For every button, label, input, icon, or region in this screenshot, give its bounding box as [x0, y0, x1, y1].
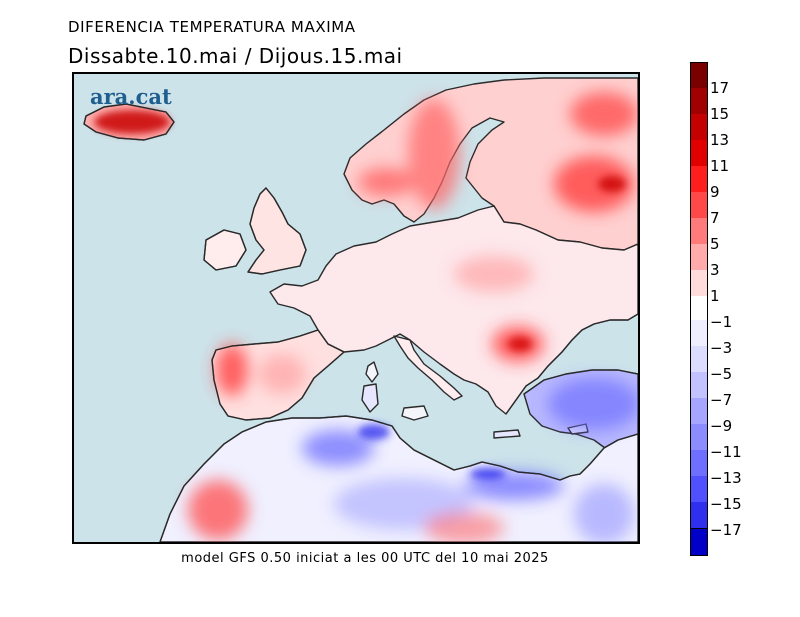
legend-label: 7	[710, 209, 720, 227]
anomaly-romania-hot	[508, 337, 532, 351]
legend-swatch-neg9	[690, 424, 708, 450]
temperature-anomaly-map	[72, 72, 640, 544]
legend-swatch-neg13	[690, 476, 708, 502]
anomaly-finland-warm	[570, 92, 638, 136]
anomaly-turkey-cold	[548, 378, 638, 430]
crete-landmass	[493, 429, 521, 439]
legend-swatch-neg11	[690, 450, 708, 476]
anomaly-iberia-west-warm	[216, 344, 248, 396]
legend-label: 11	[710, 157, 730, 175]
legend-label: −15	[710, 495, 742, 513]
legend-label: −13	[710, 469, 742, 487]
legend-swatch-17	[690, 62, 708, 90]
legend-swatch-5	[690, 218, 708, 244]
legend-label: −9	[710, 417, 733, 435]
legend-label: −5	[710, 365, 733, 383]
sicily-landmass	[401, 405, 429, 421]
legend-label: −7	[710, 391, 733, 409]
italy-landmass	[393, 335, 463, 401]
sardinia-landmass	[361, 383, 379, 413]
legend-swatch-neg7	[690, 398, 708, 424]
color-legend	[690, 62, 708, 556]
ara-cat-logo: ara.cat	[90, 84, 172, 109]
legend-swatch-11	[690, 140, 708, 166]
legend-label: 9	[710, 183, 720, 201]
legend-swatch-15	[690, 88, 708, 114]
legend-swatch-zero	[690, 296, 708, 320]
anomaly-iceland-hot	[94, 110, 170, 134]
anomaly-russia-warm	[554, 156, 634, 212]
anomaly-libya-coldest	[470, 468, 506, 480]
anomaly-morocco-warm	[188, 480, 248, 540]
anomaly-russia-hot	[598, 176, 626, 192]
legend-swatch-neg5	[690, 372, 708, 398]
map-subtitle: Dissabte.10.mai / Dijous.15.mai	[68, 44, 403, 68]
legend-swatch-neg15	[690, 502, 708, 528]
model-run-caption: model GFS 0.50 iniciat a les 00 UTC del …	[181, 551, 549, 566]
legend-label: 5	[710, 235, 720, 253]
legend-label: −1	[710, 313, 733, 331]
anomaly-sahara-warm	[424, 512, 504, 542]
legend-swatch-neg3	[690, 346, 708, 372]
legend-label: −11	[710, 443, 742, 461]
legend-label: 3	[710, 261, 720, 279]
legend-swatch-3	[690, 244, 708, 270]
anomaly-poland-warm	[454, 256, 534, 292]
legend-label: −3	[710, 339, 733, 357]
legend-label: −17	[710, 521, 742, 539]
legend-label: 15	[710, 105, 730, 123]
anomaly-egypt-cold	[574, 484, 634, 542]
anomaly-spain-east-warm	[258, 354, 306, 394]
legend-swatch-neg17	[690, 528, 708, 556]
legend-swatch-1	[690, 270, 708, 296]
legend-swatch-7	[690, 192, 708, 218]
anomaly-patches	[94, 92, 638, 542]
map-title: DIFERENCIA TEMPERATURA MAXIMA	[68, 18, 356, 36]
anomaly-algeria-cold	[302, 430, 374, 466]
legend-swatch-9	[690, 166, 708, 192]
coastlines	[83, 103, 638, 542]
legend-label: 17	[710, 79, 730, 97]
legend-label: 1	[710, 287, 720, 305]
legend-label: 13	[710, 131, 730, 149]
corsica-landmass	[365, 361, 379, 383]
anomaly-norway-south-warm	[358, 168, 414, 196]
legend-swatch-neg1	[690, 320, 708, 346]
legend-swatch-13	[690, 114, 708, 140]
anomaly-scandinavia-warm	[408, 99, 460, 209]
anomaly-algeria-coldest	[358, 424, 390, 440]
